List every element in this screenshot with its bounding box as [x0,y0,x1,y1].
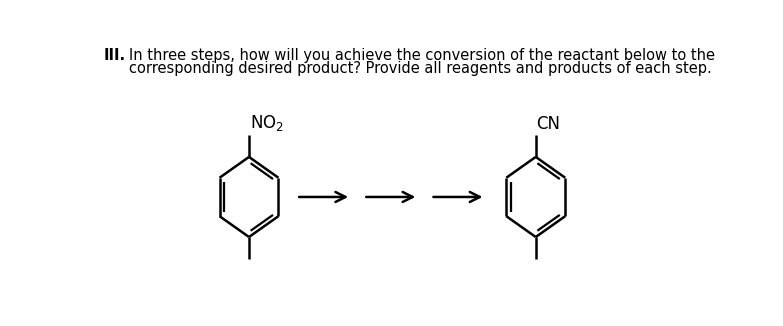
Text: corresponding desired product? Provide all reagents and products of each step.: corresponding desired product? Provide a… [129,61,712,76]
Text: NO$_2$: NO$_2$ [250,113,283,133]
Text: III.: III. [104,48,126,63]
Text: In three steps, how will you achieve the conversion of the reactant below to the: In three steps, how will you achieve the… [129,48,715,63]
Text: CN: CN [536,115,561,133]
